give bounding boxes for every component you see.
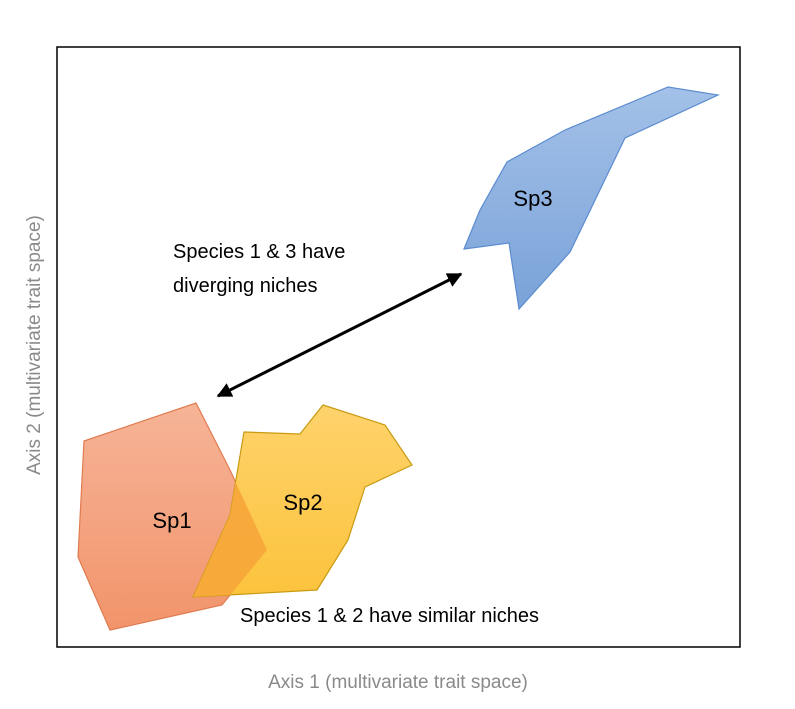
plot-frame: [56, 46, 741, 648]
sp3-niche-polygon: [463, 86, 721, 311]
diverging-note-line1: Species 1 & 3 have: [173, 241, 345, 263]
y-axis-title: Axis 2 (multivariate trait space): [24, 215, 45, 475]
diverging-note-line2: diverging niches: [173, 275, 318, 297]
divergence-arrow: [216, 272, 463, 398]
similar-note: Species 1 & 2 have similar niches: [240, 605, 539, 627]
sp3-label: Sp3: [513, 186, 552, 211]
sp2-label: Sp2: [283, 490, 322, 515]
x-axis-title: Axis 1 (multivariate trait space): [268, 672, 528, 693]
sp1-label: Sp1: [152, 508, 191, 533]
